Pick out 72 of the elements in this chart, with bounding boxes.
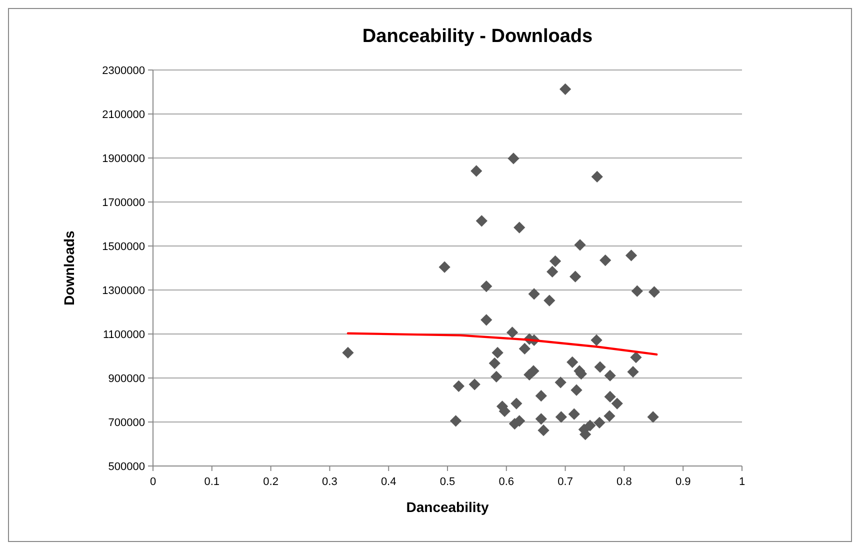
x-tick-label: 0.3 [322, 476, 338, 488]
y-tick-label: 2100000 [102, 109, 145, 121]
point [535, 390, 547, 402]
x-tick-label: 0.7 [558, 476, 573, 488]
point [631, 285, 643, 297]
point [538, 424, 550, 436]
point [594, 361, 606, 373]
x-tick-label: 1 [738, 476, 746, 488]
y-tick-label: 700000 [108, 417, 145, 429]
x-tick-label: 0.5 [440, 476, 456, 488]
point [492, 346, 504, 359]
y-tick-label: 1500000 [102, 241, 145, 253]
y-tick-label: 1700000 [102, 197, 145, 209]
point [480, 280, 492, 292]
point [555, 411, 567, 423]
point [450, 415, 462, 427]
point [570, 384, 582, 396]
point [604, 370, 616, 382]
point [342, 346, 354, 359]
point [514, 222, 526, 234]
point [568, 408, 580, 420]
point [508, 152, 520, 164]
y-tick-label: 1100000 [102, 329, 145, 341]
y-tick-label: 500000 [108, 461, 145, 473]
point [625, 250, 638, 262]
point [630, 352, 642, 364]
x-tick-label: 0.1 [204, 476, 220, 488]
point [594, 416, 606, 428]
point [506, 326, 518, 338]
point [604, 390, 616, 403]
point [591, 170, 603, 183]
x-tick-label: 0.6 [498, 476, 514, 488]
x-tick-label: 0.8 [616, 476, 632, 488]
y-tick-label: 900000 [108, 373, 145, 385]
x-tick-label: 0.9 [675, 476, 691, 488]
point [566, 356, 578, 368]
x-tick-label: 0 [150, 476, 156, 488]
point [470, 165, 482, 177]
y-tick-label: 2300000 [102, 65, 145, 77]
point [600, 254, 612, 266]
point [476, 215, 488, 227]
point [549, 255, 562, 267]
y-axis-title: Downloads [61, 230, 77, 306]
point [554, 376, 566, 388]
point [574, 239, 586, 251]
y-tick-label: 1300000 [102, 285, 145, 297]
point [488, 357, 500, 370]
point [570, 270, 582, 282]
point [611, 398, 623, 410]
x-tick-label: 0.2 [263, 476, 278, 488]
point [528, 288, 540, 300]
point [468, 378, 480, 390]
point [647, 411, 659, 423]
point [490, 370, 502, 382]
point [559, 83, 572, 95]
point [604, 410, 616, 422]
point [510, 398, 522, 410]
point [648, 286, 660, 298]
line-series [346, 332, 658, 356]
point [590, 334, 602, 346]
x-tick-label: 0.4 [380, 476, 396, 488]
point [452, 380, 464, 392]
x-axis-title: Danceability [406, 499, 489, 515]
y-tick-label: 1900000 [102, 153, 145, 165]
point [480, 314, 492, 326]
point [627, 366, 639, 378]
point [546, 266, 558, 278]
point [544, 294, 556, 306]
point [535, 413, 547, 425]
point [518, 342, 530, 355]
chart-title: Danceability - Downloads [362, 26, 593, 47]
point [438, 261, 450, 273]
